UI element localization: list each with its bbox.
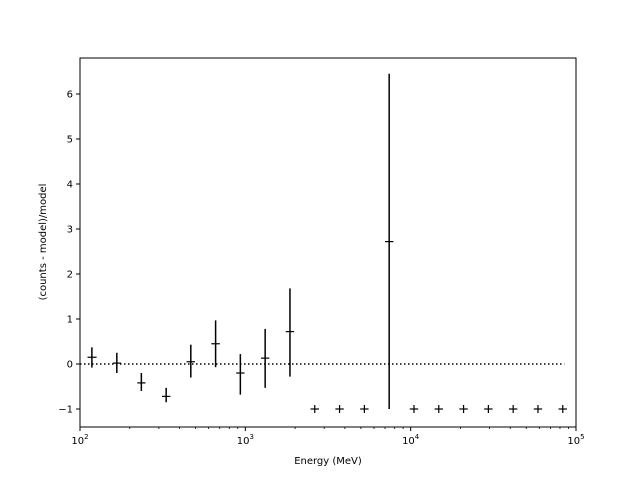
data-point	[558, 405, 567, 413]
plot-area	[80, 73, 567, 413]
data-point	[260, 328, 270, 388]
data-point	[161, 387, 171, 403]
data-point	[87, 347, 97, 368]
data-point	[384, 73, 394, 409]
data-point	[459, 405, 468, 413]
y-tick-label: 6	[67, 90, 73, 101]
y-tick-label: 4	[67, 180, 73, 191]
data-point	[137, 373, 146, 391]
axes-frame	[79, 57, 577, 428]
x-tick-label: 102	[71, 433, 88, 447]
data-point	[508, 405, 518, 413]
x-tick-label: 104	[402, 433, 420, 447]
data-point	[360, 405, 369, 413]
data-point	[211, 320, 220, 368]
data-point	[285, 288, 295, 377]
y-tick-label: 1	[67, 315, 73, 326]
data-point	[335, 405, 344, 413]
data-point	[112, 352, 121, 373]
y-axis: −1 0 1 2 3 4 5 6	[58, 90, 80, 416]
data-point	[434, 405, 443, 413]
data-point	[310, 405, 320, 413]
x-axis-label: Energy (MeV)	[294, 456, 362, 467]
x-tick-label: 105	[567, 433, 584, 447]
y-tick-label: −1	[58, 405, 73, 416]
data-point	[186, 344, 195, 378]
data-point	[533, 405, 543, 413]
y-tick-label: 0	[67, 360, 73, 371]
data-point	[484, 405, 493, 413]
y-tick-label: 2	[67, 270, 73, 281]
data-point	[236, 354, 245, 395]
x-tick-label: 103	[237, 433, 254, 447]
y-tick-label: 3	[67, 225, 73, 236]
x-axis: 102 103 104 105	[71, 427, 585, 447]
y-tick-label: 5	[67, 135, 73, 146]
y-axis-label: (counts - model)/model	[38, 184, 49, 301]
data-point	[409, 405, 419, 413]
